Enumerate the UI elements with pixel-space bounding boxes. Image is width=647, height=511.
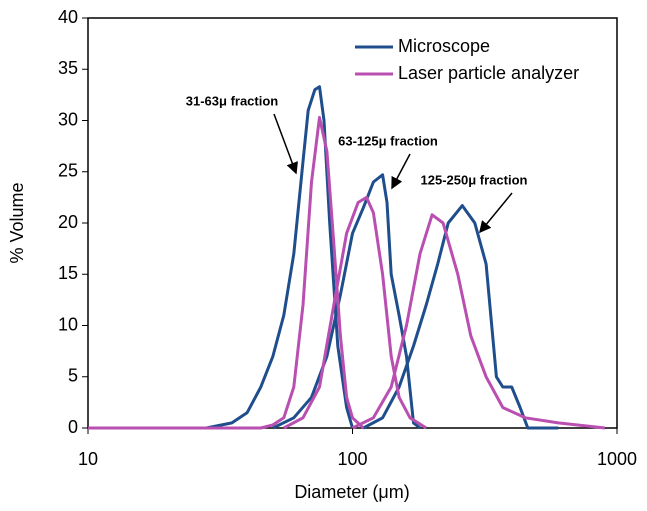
legend-label: Microscope [398,36,490,56]
y-tick-label: 35 [58,58,78,78]
x-axis-label: Diameter (μm) [294,482,409,502]
annotation: 31-63μ fraction [186,93,279,108]
data-line [88,115,365,430]
y-tick-label: 0 [68,417,78,437]
y-tick-label: 20 [58,212,78,232]
annotation-arrow [391,153,411,190]
y-tick-label: 30 [58,109,78,129]
data-line [167,85,354,430]
y-tick-label: 5 [68,366,78,386]
annotation: 63-125μ fraction [338,133,438,148]
x-tick-label: 100 [337,449,367,469]
annotation-arrow [273,113,298,175]
data-line [351,213,606,430]
x-tick-label: 1000 [597,449,637,469]
x-tick-label: 10 [78,449,98,469]
annotation: 125-250μ fraction [421,172,528,187]
data-line [272,173,421,430]
y-axis-label: % Volume [7,182,27,263]
legend-label: Laser particle analyzer [398,63,579,83]
y-tick-label: 10 [58,314,78,334]
y-tick-label: 40 [58,7,78,27]
y-tick-label: 15 [58,263,78,283]
data-line [283,195,427,430]
y-tick-label: 25 [58,161,78,181]
annotation-arrow [479,192,513,234]
data-line [362,204,559,430]
